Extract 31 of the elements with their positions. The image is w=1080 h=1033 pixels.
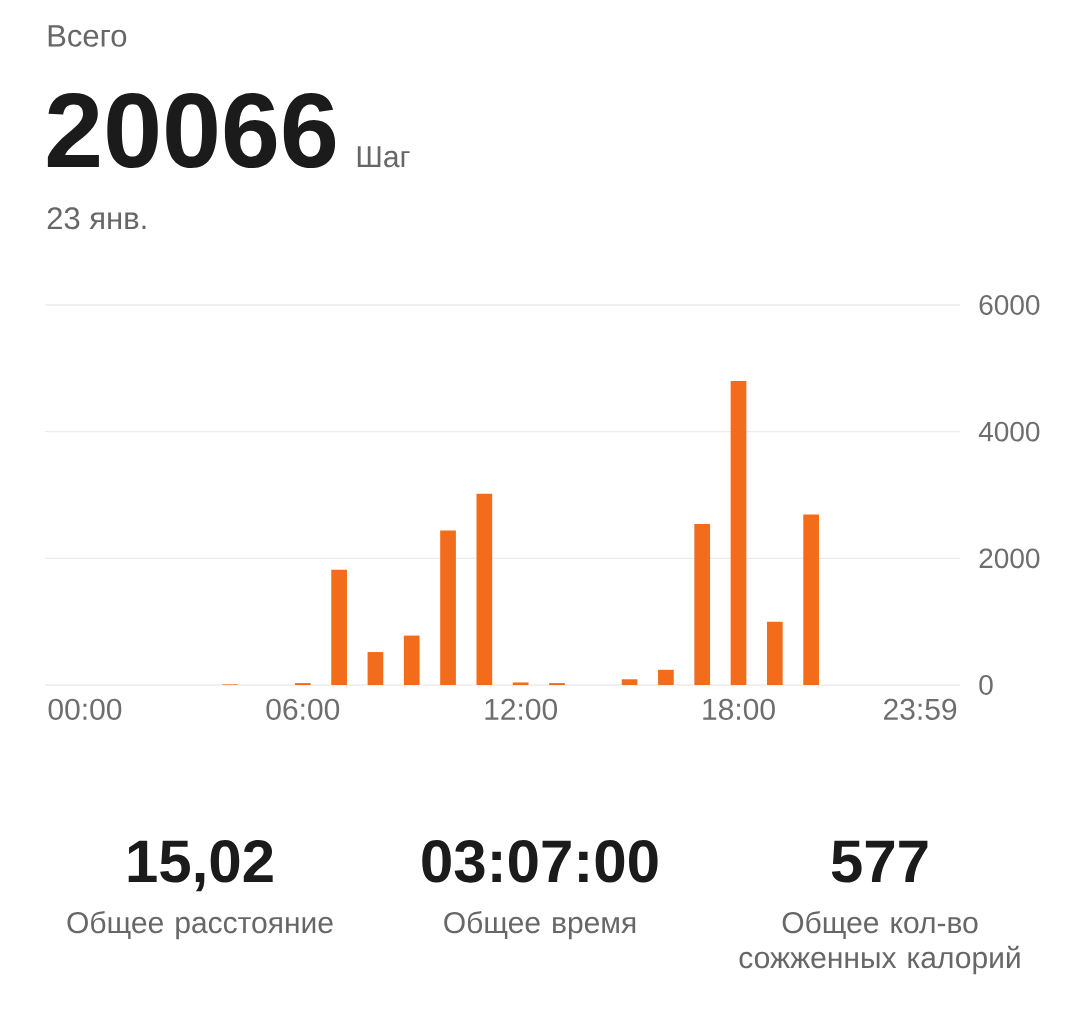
x-tick-label: 12:00 [485, 698, 558, 720]
text: Общее расстояние [67, 910, 333, 940]
y-tick-label: 6000 [979, 295, 1040, 315]
chart-subtitle: 23 янв. [47, 207, 146, 230]
x-tick-label: 23:59 [884, 698, 957, 720]
bar [476, 493, 493, 685]
text: Общее кол-во сожженных калорий [739, 910, 1020, 975]
text: 15,02 [128, 840, 273, 892]
text: Общее время [444, 910, 636, 940]
x-tick-label: 06:00 [266, 698, 340, 720]
text: Шаг [357, 146, 410, 168]
y-tick-label: 2000 [979, 548, 1040, 569]
bar [730, 380, 747, 685]
x-tick-label: 18:00 [703, 698, 775, 720]
y-tick-label: 4000 [978, 421, 1040, 442]
text: 03:07:00 [422, 840, 658, 883]
bar [621, 679, 638, 685]
bar [367, 652, 384, 685]
bar [766, 621, 783, 685]
bar [403, 635, 420, 685]
bar [803, 514, 819, 685]
bar [440, 530, 456, 685]
bar [694, 524, 711, 685]
text: 20066 [47, 92, 336, 169]
bar [331, 569, 347, 685]
bar [512, 682, 529, 685]
bar [658, 669, 674, 685]
y-tick-label: 0 [979, 675, 993, 695]
chart-title: Всего [48, 25, 127, 47]
text: 577 [831, 840, 928, 883]
x-tick-label: 00:00 [48, 698, 122, 720]
